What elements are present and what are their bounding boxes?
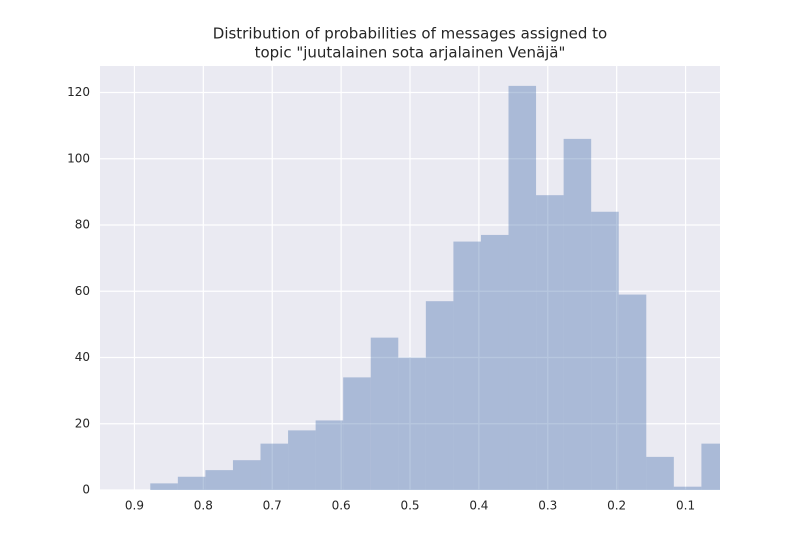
bar — [618, 294, 647, 490]
y-tick-label: 120 — [67, 85, 90, 99]
x-tick-label: 0.6 — [332, 499, 351, 513]
bars — [150, 85, 720, 490]
x-tick-label: 0.2 — [607, 499, 626, 513]
bar — [177, 476, 206, 490]
y-tick-label: 40 — [75, 350, 90, 364]
bar — [453, 241, 481, 490]
y-tick-label: 100 — [67, 151, 90, 165]
bar — [673, 486, 702, 490]
bar — [398, 357, 426, 490]
y-tick-label: 0 — [82, 483, 90, 497]
grid — [100, 66, 720, 491]
bar — [343, 377, 371, 490]
bar — [563, 138, 592, 490]
y-tick-label: 80 — [75, 218, 90, 232]
bar — [288, 430, 316, 490]
chart-title: Distribution of probabilities of message… — [213, 25, 607, 43]
bar — [591, 211, 619, 490]
x-tick-label: 0.9 — [125, 499, 144, 513]
chart-title: topic "juutalainen sota arjalainen Venäj… — [255, 44, 566, 62]
bar — [150, 483, 178, 490]
bar — [536, 195, 564, 490]
y-tick-label: 60 — [75, 284, 90, 298]
x-tick-label: 0.5 — [400, 499, 419, 513]
x-tick-label: 0.4 — [469, 499, 488, 513]
bar — [232, 460, 261, 490]
bar — [370, 337, 399, 490]
bar — [480, 234, 509, 490]
bar — [425, 301, 454, 490]
bar — [260, 443, 289, 490]
x-tick-label: 0.3 — [538, 499, 557, 513]
bar — [205, 470, 233, 490]
bar — [701, 443, 720, 490]
y-tick-label: 20 — [75, 416, 90, 430]
bar — [508, 85, 537, 490]
x-tick-label: 0.7 — [263, 499, 282, 513]
bar — [315, 420, 344, 490]
x-tick-label: 0.8 — [194, 499, 213, 513]
x-tick-label: 0.1 — [676, 499, 695, 513]
bar — [646, 456, 674, 490]
